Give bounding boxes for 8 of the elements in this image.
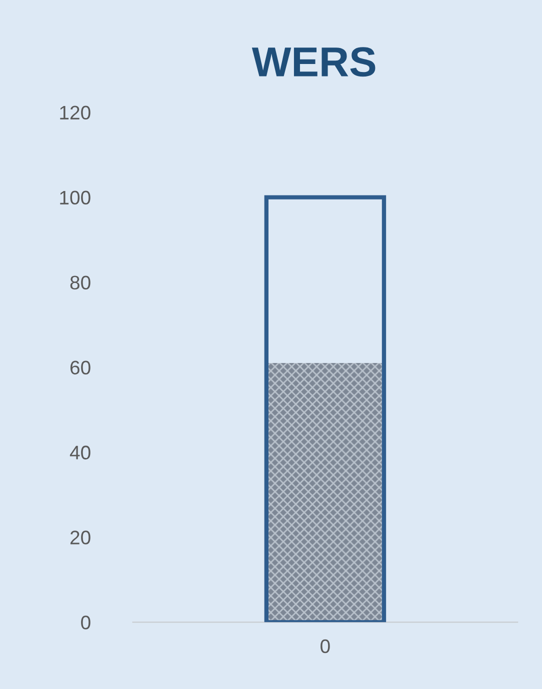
y-tick-label: 40 [70,446,90,460]
y-tick-label: 0 [81,616,90,630]
y-tick-label: 120 [60,106,90,120]
y-tick-label: 80 [70,276,90,290]
y-tick-label: 60 [70,360,90,374]
y-tick-label: 20 [70,530,90,544]
chart-title: WERS [252,47,376,77]
y-tick-label: 100 [60,190,90,205]
